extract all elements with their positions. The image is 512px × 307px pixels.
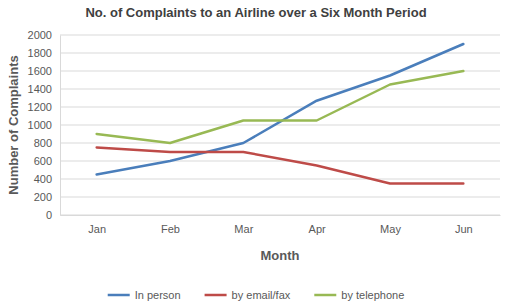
x-tick: Mar — [234, 215, 253, 235]
y-tick: 200 — [34, 191, 60, 203]
y-tick: 1400 — [28, 83, 60, 95]
grid-line — [60, 107, 500, 108]
grid-line — [60, 197, 500, 198]
y-tick: 0 — [46, 209, 60, 221]
grid-line — [60, 89, 500, 90]
plot-area: 0 200 400 600 800 1000 1200 1400 1600 1800 2000 Jan… — [28, 29, 501, 235]
grid-line — [60, 215, 500, 216]
y-tick: 1200 — [28, 101, 60, 113]
series-group — [97, 44, 464, 184]
legend: In person by email/fax by telephone — [108, 289, 405, 301]
series-line — [97, 44, 464, 175]
grid-line — [60, 35, 500, 36]
y-tick: 600 — [34, 155, 60, 167]
x-tick-label: Jun — [455, 223, 473, 235]
y-tick-label: 2000 — [28, 29, 52, 41]
x-tick: May — [380, 215, 401, 235]
y-tick: 1600 — [28, 65, 60, 77]
x-tick: Feb — [161, 215, 180, 235]
y-tick-label: 600 — [34, 155, 52, 167]
grid-line — [60, 125, 500, 126]
y-axis-line — [60, 36, 61, 216]
grid-line — [60, 179, 500, 180]
y-axis-title: Number of Complaints — [6, 55, 21, 194]
x-tick-label: Feb — [161, 223, 180, 235]
x-tick: Jun — [455, 215, 473, 235]
y-tick: 1000 — [28, 119, 60, 131]
x-tick-label: Mar — [234, 223, 253, 235]
x-axis-line — [61, 215, 501, 216]
legend-label: by telephone — [341, 289, 404, 301]
x-tick: Jan — [88, 215, 106, 235]
legend-swatch — [314, 294, 336, 297]
grid-line — [60, 71, 500, 72]
series-line — [97, 148, 464, 184]
grid-line — [60, 143, 500, 144]
legend-swatch — [205, 294, 227, 297]
series-line — [97, 71, 464, 143]
y-tick-label: 1800 — [28, 47, 52, 59]
x-axis-title: Month — [261, 248, 300, 263]
y-tick-label: 0 — [46, 209, 52, 221]
grid-line — [60, 53, 500, 54]
y-tick: 1800 — [28, 47, 60, 59]
y-axis: 0 200 400 600 800 1000 1200 1400 1600 1800 2000 — [28, 29, 61, 221]
x-tick-label: Apr — [309, 223, 326, 235]
y-tick-label: 400 — [34, 173, 52, 185]
y-tick-label: 1400 — [28, 83, 52, 95]
chart-title: No. of Complaints to an Airline over a S… — [85, 5, 426, 20]
x-tick-label: May — [380, 223, 401, 235]
grid — [60, 35, 500, 215]
legend-label: In person — [135, 289, 181, 301]
legend-label: by email/fax — [232, 289, 291, 301]
x-axis: Jan Feb Mar Apr May Jun — [61, 215, 501, 235]
x-tick: Apr — [309, 215, 326, 235]
y-tick-label: 1600 — [28, 65, 52, 77]
y-tick-label: 200 — [34, 191, 52, 203]
y-tick: 400 — [34, 173, 60, 185]
legend-item: by email/fax — [205, 289, 291, 301]
legend-item: In person — [108, 289, 181, 301]
grid-line — [60, 161, 500, 162]
x-tick-label: Jan — [88, 223, 106, 235]
y-tick: 2000 — [28, 29, 60, 41]
y-tick-label: 1000 — [28, 119, 52, 131]
y-tick: 800 — [34, 137, 60, 149]
y-tick-label: 1200 — [28, 101, 52, 113]
legend-item: by telephone — [314, 289, 404, 301]
chart: No. of Complaints to an Airline over a S… — [0, 0, 512, 307]
y-tick-label: 800 — [34, 137, 52, 149]
legend-swatch — [108, 294, 130, 297]
